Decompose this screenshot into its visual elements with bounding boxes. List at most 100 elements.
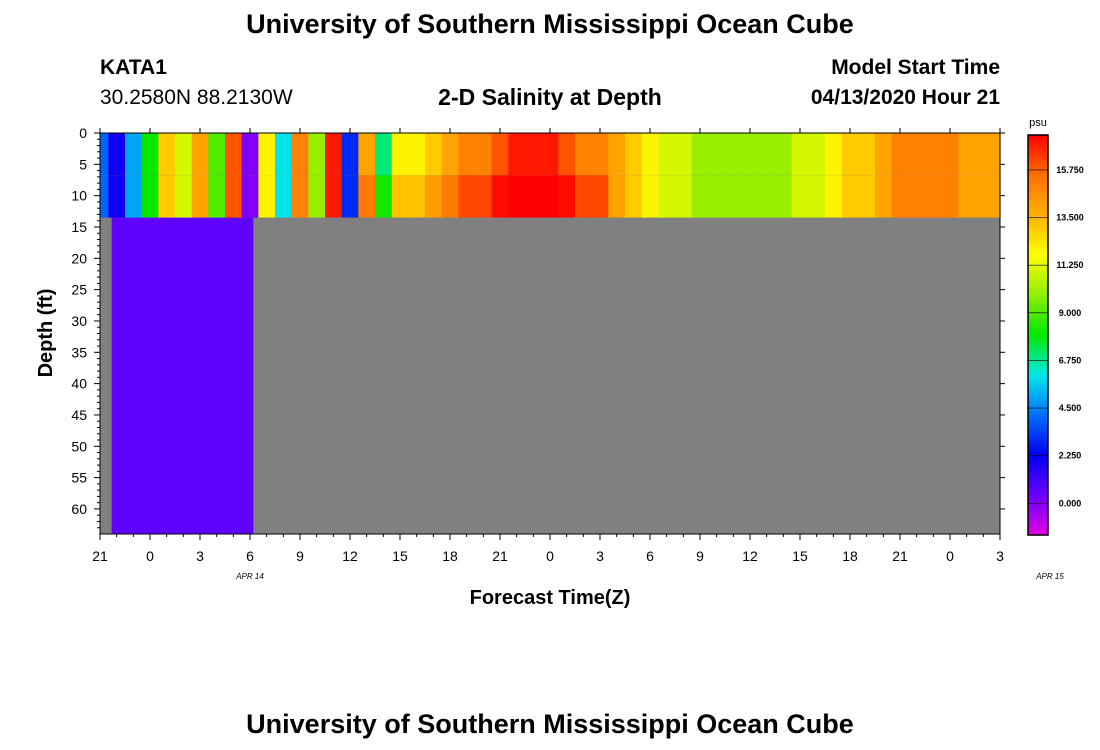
heatmap-cell — [291, 175, 309, 218]
colorbar-segment — [1028, 186, 1048, 190]
heatmap-cell — [841, 175, 859, 218]
heatmap-cell — [441, 175, 459, 218]
heatmap-cell — [975, 133, 993, 176]
colorbar-segment — [1028, 415, 1048, 419]
colorbar-segment — [1028, 452, 1048, 456]
y-tick-label: 35 — [71, 344, 87, 360]
colorbar-segment — [1028, 466, 1048, 470]
colorbar-segment — [1028, 135, 1048, 139]
colorbar-segment — [1028, 383, 1048, 388]
heatmap-cell — [525, 175, 543, 218]
heatmap-cell — [725, 175, 743, 218]
heatmap-cell — [925, 133, 943, 176]
heatmap-cell — [108, 175, 126, 218]
colorbar-segment — [1028, 492, 1048, 496]
model-start-label: Model Start Time — [831, 56, 1000, 79]
heatmap-cell — [258, 133, 276, 176]
heatmap-cell — [875, 175, 893, 218]
colorbar-segment — [1028, 149, 1048, 153]
colorbar-unit: psu — [1029, 117, 1047, 129]
heatmap-cell — [141, 175, 159, 218]
heatmap-cell — [191, 133, 209, 176]
colorbar-segment — [1028, 212, 1048, 216]
heatmap-cell — [325, 133, 343, 176]
colorbar-segment — [1028, 483, 1048, 488]
colorbar-segment — [1028, 180, 1048, 185]
heatmap-cell — [575, 175, 593, 218]
colorbar-segment — [1028, 272, 1048, 276]
heatmap-cell — [641, 175, 659, 218]
heatmap-cell — [591, 175, 609, 218]
heatmap-cell — [391, 175, 409, 218]
heatmap-cell — [858, 175, 876, 218]
colorbar-segment — [1028, 495, 1048, 499]
colorbar-tick-label: 15.750 — [1056, 165, 1084, 175]
colorbar-tick-label: 0.000 — [1059, 498, 1082, 508]
station-id: KATA1 — [100, 56, 167, 79]
x-tick-label: 6 — [246, 548, 254, 564]
heatmap-cell — [608, 133, 626, 176]
colorbar-segment — [1028, 357, 1048, 362]
colorbar-segment — [1028, 320, 1048, 325]
heatmap-cell — [558, 133, 576, 176]
salinity-chart: 21 0 3 6 9 12 15 18 21 0 3 6 9 12 15 18 21 0 3 APR 14 APR 15… — [35, 117, 1084, 609]
colorbar-segment — [1028, 283, 1048, 288]
heatmap-cell — [475, 133, 493, 176]
heatmap-cell — [908, 175, 926, 218]
x-tick-label: 9 — [696, 548, 704, 564]
heatmap-cell — [941, 175, 959, 218]
colorbar-segment — [1028, 195, 1048, 199]
colorbar-segment — [1028, 246, 1048, 250]
heatmap-cells — [100, 133, 1001, 534]
heatmap-cell — [808, 175, 826, 218]
colorbar-segment — [1028, 369, 1048, 373]
heatmap-cell — [375, 175, 393, 218]
x-tick-label: 0 — [946, 548, 954, 564]
colorbar-frame — [1027, 134, 1049, 536]
colorbar-segment — [1028, 206, 1048, 210]
heatmap-cell — [175, 133, 193, 176]
colorbar-segment — [1028, 140, 1048, 145]
heatmap-cell — [525, 133, 543, 176]
colorbar-segment — [1028, 183, 1048, 188]
y-tick-label: 45 — [71, 407, 87, 423]
colorbar-segment — [1028, 289, 1048, 293]
colorbar-segment — [1028, 375, 1048, 379]
colorbar-segment — [1028, 460, 1048, 465]
heatmap-cell — [475, 175, 493, 218]
x-tick-label: 18 — [442, 548, 458, 564]
y-tick-label: 40 — [71, 376, 87, 392]
x-axis-label: Forecast Time(Z) — [470, 587, 631, 609]
colorbar-segment — [1028, 437, 1048, 442]
heatmap-cell — [758, 175, 776, 218]
colorbar-segment — [1028, 277, 1048, 282]
heatmap-cell — [541, 175, 559, 218]
heatmap-cell — [541, 133, 559, 176]
colorbar-segment — [1028, 326, 1048, 330]
heatmap-cell — [908, 133, 926, 176]
colorbar-segment — [1028, 323, 1048, 328]
colorbar-segment — [1028, 209, 1048, 213]
x-tick-label: 15 — [792, 548, 808, 564]
colorbar-segment — [1028, 349, 1048, 353]
colorbar-segment — [1028, 469, 1048, 473]
colorbar-segment — [1028, 432, 1048, 436]
heatmap-cell — [175, 175, 193, 218]
heatmap-cell — [875, 133, 893, 176]
colorbar-segment — [1028, 169, 1048, 173]
colorbar-segment — [1028, 372, 1048, 376]
heatmap-cell — [808, 133, 826, 176]
heatmap-cell — [691, 133, 709, 176]
colorbar-segment — [1028, 215, 1048, 219]
colorbar-segment — [1028, 337, 1048, 342]
heatmap-cell — [425, 175, 443, 218]
heatmap-cell — [308, 133, 326, 176]
colorbar-segment — [1028, 340, 1048, 345]
x-tick-label: 12 — [342, 548, 358, 564]
y-tick-label: 20 — [71, 250, 87, 266]
colorbar-segment — [1028, 275, 1048, 279]
heatmap-cell — [841, 133, 859, 176]
colorbar-segment — [1028, 380, 1048, 385]
colorbar-segment — [1028, 312, 1048, 316]
colorbar-segment — [1028, 260, 1048, 265]
